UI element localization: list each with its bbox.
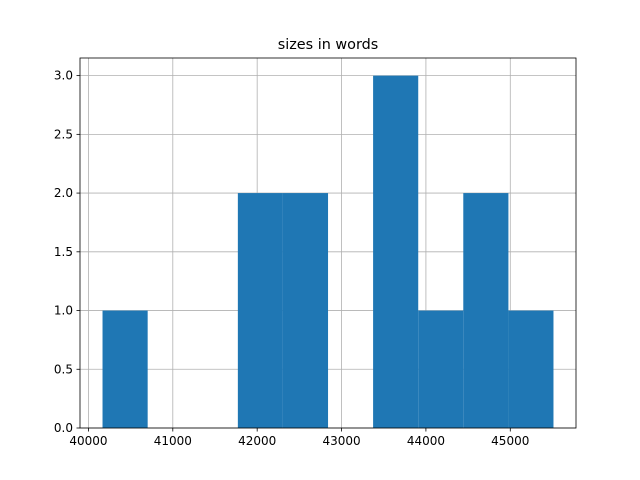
y-tick-label: 1.5 bbox=[54, 245, 73, 259]
bar bbox=[418, 310, 464, 428]
y-tick-label: 2.0 bbox=[54, 186, 73, 200]
x-tick-label: 43000 bbox=[322, 434, 360, 448]
chart-title: sizes in words bbox=[278, 37, 379, 53]
x-tick-label: 41000 bbox=[154, 434, 192, 448]
y-tick-label: 2.5 bbox=[54, 127, 73, 141]
bar bbox=[463, 193, 509, 428]
y-tick-label: 0.5 bbox=[54, 362, 73, 376]
bar bbox=[508, 310, 554, 428]
bar bbox=[282, 193, 329, 428]
y-tick-label: 3.0 bbox=[54, 69, 73, 83]
x-tick-label: 45000 bbox=[491, 434, 529, 448]
y-tick-label: 1.0 bbox=[54, 304, 73, 318]
y-tick-label: 0.0 bbox=[54, 421, 73, 435]
bar bbox=[237, 193, 283, 428]
x-tick-label: 42000 bbox=[238, 434, 276, 448]
bar bbox=[102, 310, 148, 428]
x-tick-label: 44000 bbox=[407, 434, 445, 448]
bar bbox=[373, 75, 419, 428]
x-tick-label: 40000 bbox=[69, 434, 107, 448]
axes-frame bbox=[79, 57, 577, 429]
